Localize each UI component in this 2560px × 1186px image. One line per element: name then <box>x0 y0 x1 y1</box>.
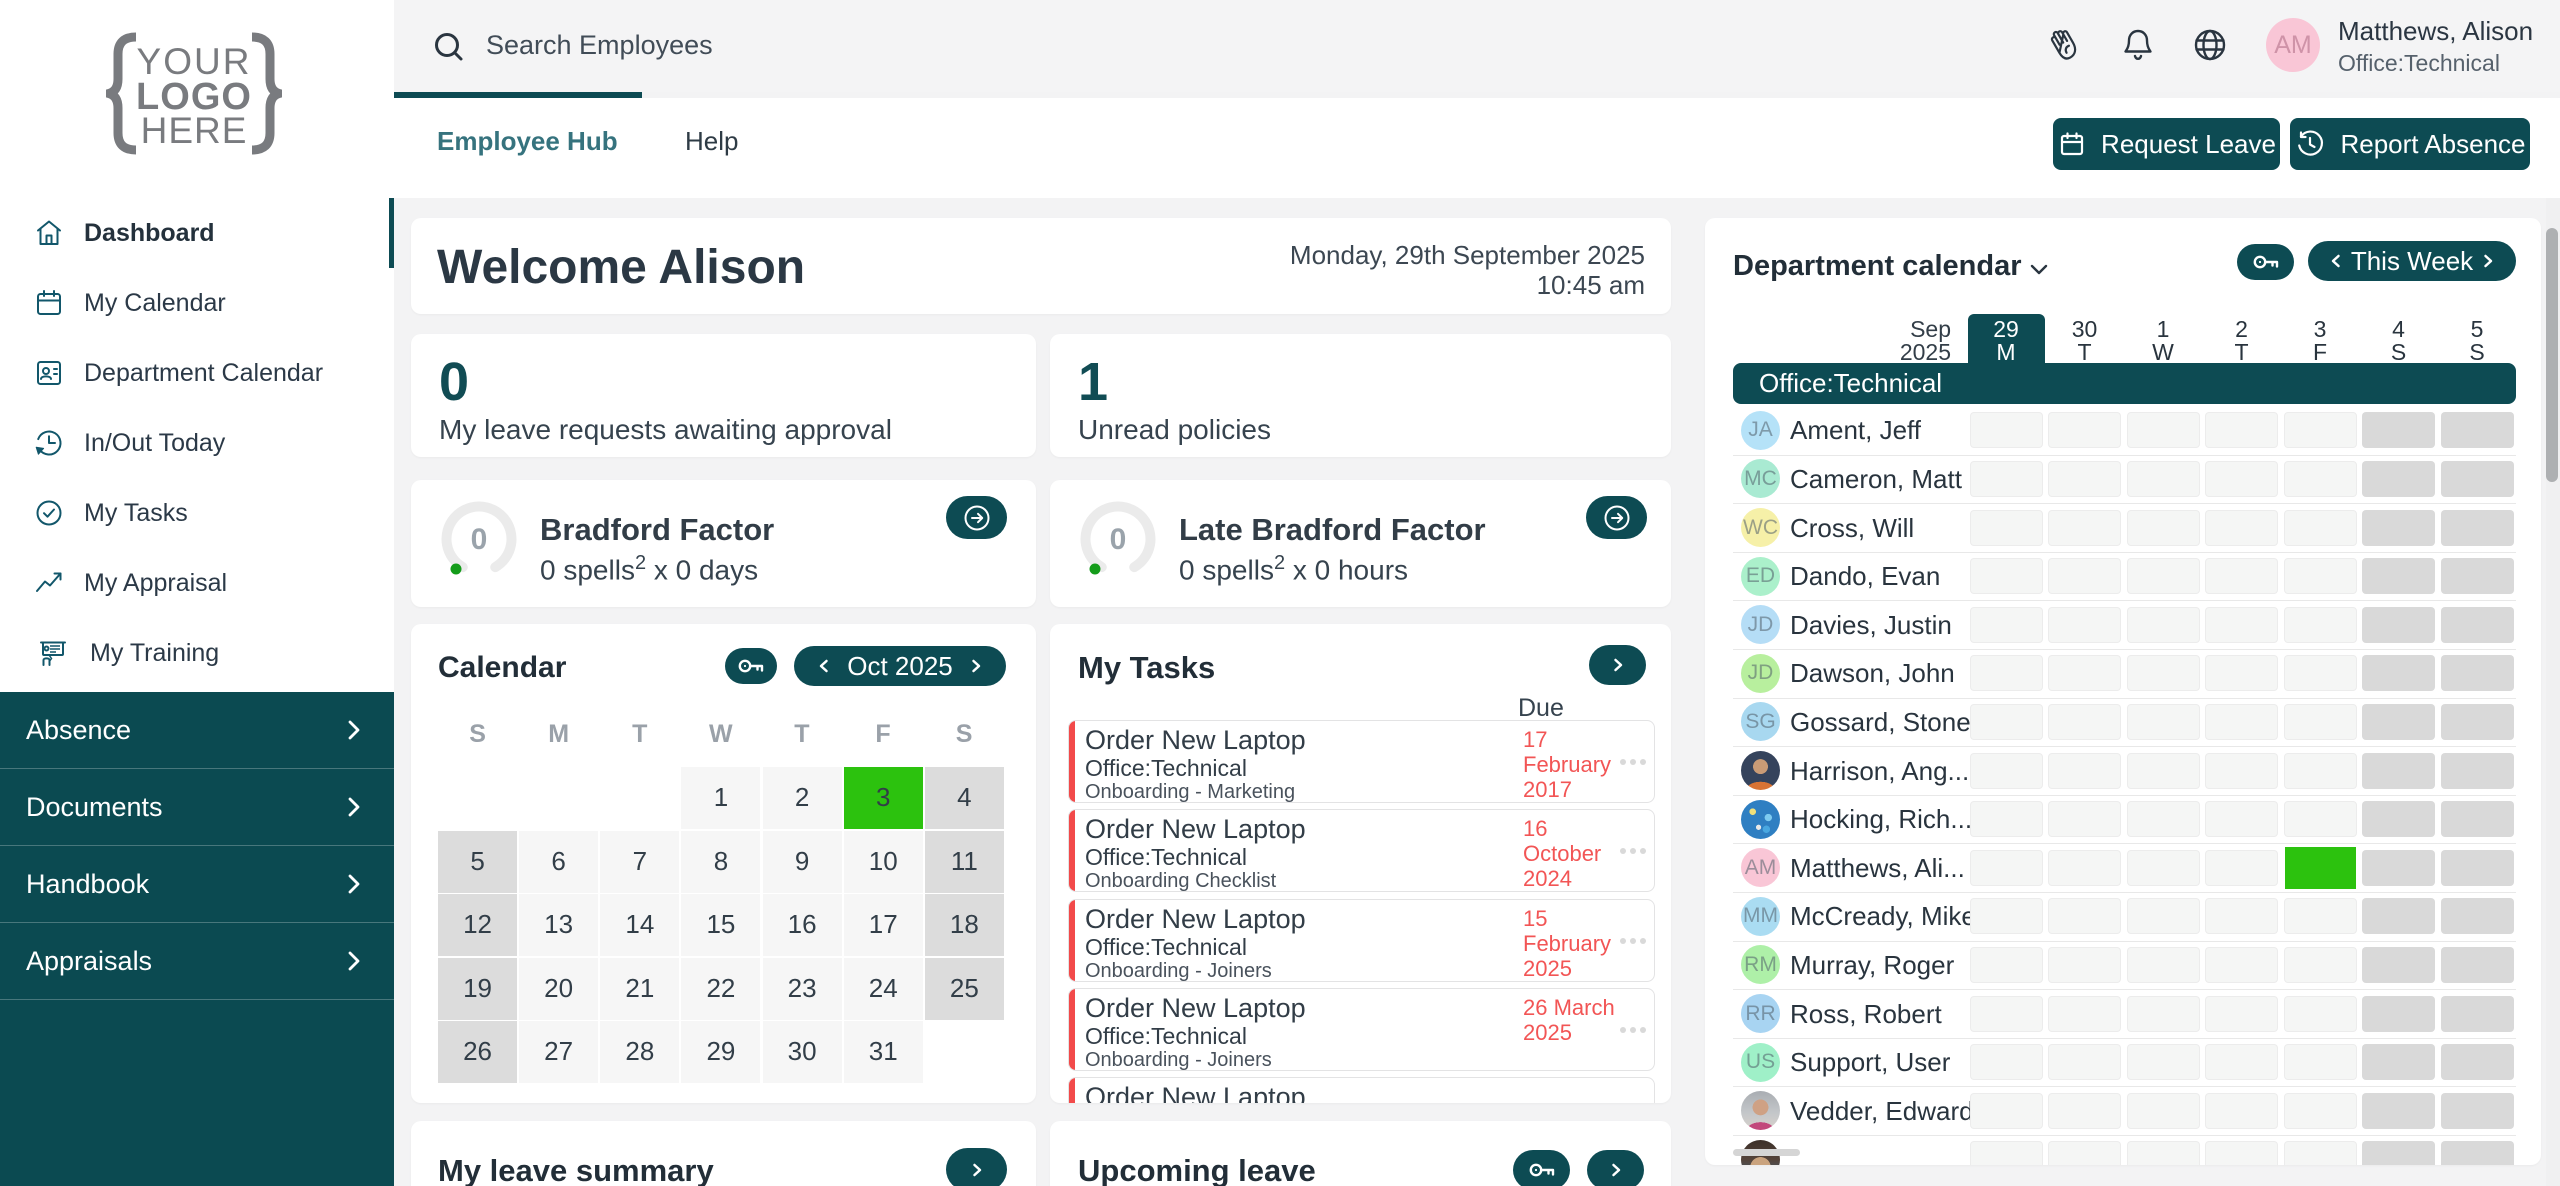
svg-text:0: 0 <box>1110 523 1127 556</box>
svg-text:0: 0 <box>471 523 488 556</box>
